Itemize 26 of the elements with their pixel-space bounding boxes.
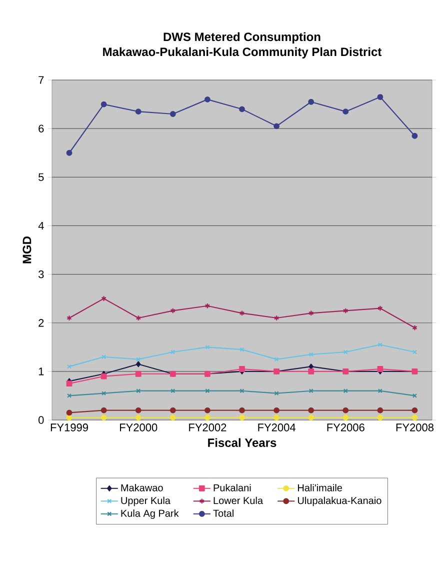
chart-subtitle: Makawao-Pukalani-Kula Community Plan District [103,47,382,58]
y-tick-label: 4 [38,222,44,230]
x-tick-label: FY2008 [396,424,434,432]
legend-label: Kula Ag Park [121,509,179,519]
y-tick-label: 0 [38,416,44,424]
chart-title: DWS Metered Consumption [164,32,320,44]
legend-label: Ulupalakua-Kanaio [298,496,382,506]
x-tick-label: FY2002 [189,424,226,432]
y-tick-label: 2 [38,319,44,327]
x-tick-label: FY2006 [327,424,364,432]
y-tick-label: 3 [38,270,44,278]
legend-label: Makawao [121,484,163,492]
y-tick-label: 6 [38,124,44,132]
legend-label: Hali'imaile [298,484,342,492]
y-tick-label: 7 [38,76,44,84]
y-tick-label: 5 [38,173,44,181]
x-tick-label: FY2004 [258,424,296,432]
x-axis-title: Fiscal Years [208,438,276,447]
y-axis-title: MGD [22,236,32,264]
legend-label: Total [213,509,234,517]
legend-label: Pukalani [214,484,251,492]
legend-label: Upper Kula [121,496,170,506]
legend-label: Lower Kula [214,496,264,504]
x-tick-label: FY2000 [120,424,158,432]
y-tick-label: 1 [38,368,44,376]
x-tick-label: FY1999 [50,424,88,432]
